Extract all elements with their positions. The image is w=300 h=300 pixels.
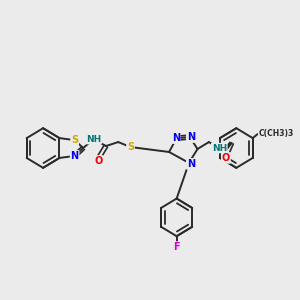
Text: S: S bbox=[127, 142, 134, 152]
Text: N: N bbox=[70, 151, 79, 161]
Text: F: F bbox=[173, 242, 180, 252]
Text: N: N bbox=[172, 133, 180, 143]
Text: NH: NH bbox=[212, 143, 227, 152]
Text: O: O bbox=[94, 156, 102, 166]
Text: S: S bbox=[71, 135, 78, 145]
Text: C(CH3)3: C(CH3)3 bbox=[258, 129, 294, 138]
Text: N: N bbox=[187, 159, 195, 169]
Text: O: O bbox=[222, 153, 230, 163]
Text: NH: NH bbox=[86, 135, 101, 144]
Text: N: N bbox=[187, 132, 195, 142]
